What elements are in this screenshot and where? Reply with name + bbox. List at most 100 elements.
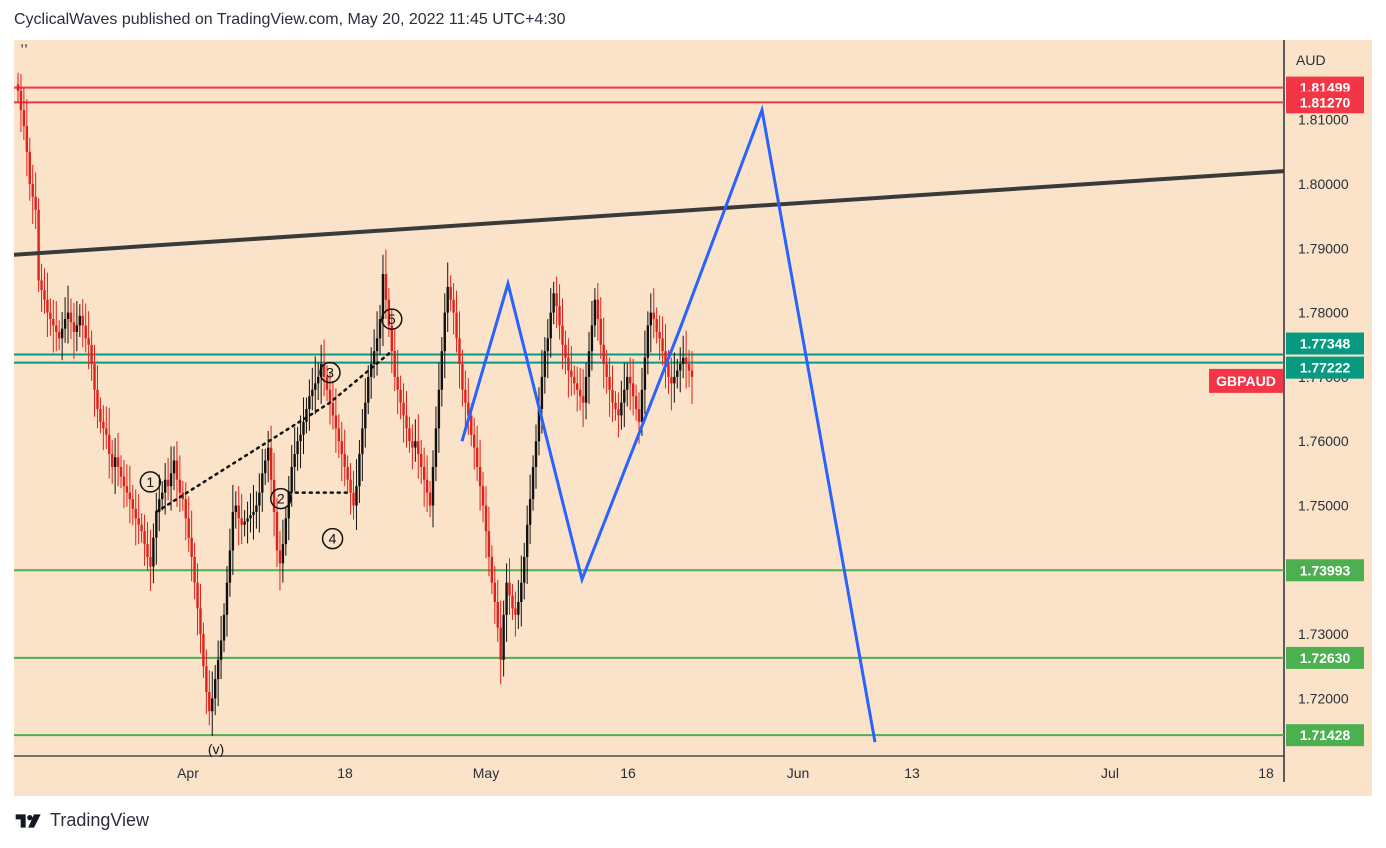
candle-body-62 <box>199 608 202 635</box>
resistance-trendline <box>13 169 1285 257</box>
candle-body-67 <box>213 679 217 699</box>
candle-body-98 <box>305 409 308 422</box>
wave-label-circle-5 <box>381 308 403 330</box>
candle-body-202 <box>611 389 614 403</box>
candle-body-51 <box>166 479 170 487</box>
candle-body-107 <box>331 402 335 416</box>
candle-body-156 <box>475 447 479 467</box>
price-tag-label-3: 1.77222 <box>1300 360 1351 376</box>
candle-body-4 <box>28 151 31 184</box>
candle-body-229 <box>690 370 694 377</box>
candle-body-117 <box>361 428 364 455</box>
candle-body-75 <box>237 505 240 519</box>
tradingview-logo-icon <box>15 813 41 828</box>
candle-body-81 <box>255 505 258 512</box>
candle-body-88 <box>275 511 279 551</box>
wave-label-circle-3 <box>319 361 341 384</box>
candle-body-37 <box>125 486 129 493</box>
candle-body-12 <box>52 319 55 326</box>
candle-body-211 <box>637 409 641 422</box>
candle-body-31 <box>108 434 111 455</box>
candle-body-142 <box>434 428 438 467</box>
candle-body-36 <box>122 476 126 487</box>
candle-body-19 <box>72 322 76 332</box>
candle-body-153 <box>467 402 470 416</box>
candle-body-191 <box>578 389 582 397</box>
price-tag-6 <box>1286 724 1364 747</box>
candle-body-100 <box>311 389 314 397</box>
wave-label-circle-1 <box>139 471 162 493</box>
candle-body-97 <box>302 421 305 435</box>
candle-body-193 <box>584 376 588 403</box>
candle-body-147 <box>449 286 452 300</box>
candle-body-168 <box>511 595 514 609</box>
x-tick-7: 18 <box>1258 765 1274 781</box>
candle-body-38 <box>128 492 132 500</box>
candle-body-139 <box>425 479 429 493</box>
candle-body-123 <box>378 319 382 339</box>
candle-body-109 <box>337 428 341 442</box>
candle-body-195 <box>590 325 594 352</box>
chart-background <box>14 40 1372 796</box>
candle-body-207 <box>626 376 629 390</box>
candle-body-41 <box>137 518 140 525</box>
candle-body-134 <box>411 441 414 448</box>
price-tag-1 <box>1286 91 1364 114</box>
candle-body-210 <box>634 396 638 410</box>
candle-body-136 <box>417 441 420 455</box>
candle-body-82 <box>258 492 261 506</box>
publication-header: CyclicalWaves published on TradingView.c… <box>14 11 566 28</box>
candle-body-93 <box>290 466 293 493</box>
candle-body-90 <box>281 544 285 564</box>
candle-body-204 <box>617 409 620 416</box>
wave-v-label: (v) <box>208 741 224 757</box>
candle-body-223 <box>673 376 676 384</box>
candle-body-78 <box>246 518 249 522</box>
x-tick-4: Jun <box>787 765 810 781</box>
candle-body-218 <box>658 331 661 339</box>
candle-body-131 <box>402 402 405 416</box>
candle-body-144 <box>440 351 444 390</box>
candle-body-194 <box>587 351 591 377</box>
candle-body-77 <box>243 521 246 525</box>
candle-body-8 <box>40 280 43 291</box>
candle-body-55 <box>178 479 182 493</box>
candle-body-7 <box>37 209 40 281</box>
candle-body-103 <box>319 364 323 377</box>
candle-body-61 <box>196 582 199 609</box>
time-axis[interactable]: Apr 18 May 16 Jun 13 Jul 18 <box>177 765 1274 781</box>
x-tick-5: 13 <box>904 765 920 781</box>
price-tag-label-1: 1.81270 <box>1300 94 1351 110</box>
candle-body-219 <box>661 338 664 352</box>
candle-body-203 <box>614 402 617 410</box>
candle-body-143 <box>437 389 441 429</box>
candle-body-66 <box>211 698 214 712</box>
candle-body-121 <box>372 351 376 365</box>
candle-body-151 <box>461 364 464 390</box>
candle-body-79 <box>249 515 252 519</box>
candle-body-125 <box>384 274 388 300</box>
candle-body-0 <box>16 84 20 91</box>
candle-body-68 <box>216 659 220 680</box>
candle-body-84 <box>264 460 267 474</box>
candle-body-25 <box>90 344 93 365</box>
price-chart[interactable]: 1 2 3 4 5 (v),, AUD 1.72000 1.73000 1.75000 1.760… <box>0 0 1386 800</box>
candle-body-35 <box>119 466 123 477</box>
candle-body-83 <box>261 473 264 493</box>
candle-body-23 <box>84 325 87 339</box>
elliott-wave-layer: 1 2 3 4 5 (v),, <box>20 33 403 757</box>
candle-body-199 <box>602 344 605 365</box>
candle-body-160 <box>487 531 491 557</box>
candle-body-192 <box>581 396 585 403</box>
wave-label-1: 1 <box>146 474 154 490</box>
candle-body-18 <box>69 312 73 323</box>
candle-body-221 <box>667 364 670 377</box>
candle-body-110 <box>340 441 343 455</box>
candle-body-132 <box>405 415 408 429</box>
candle-body-21 <box>78 315 82 326</box>
candle-body-87 <box>272 479 276 512</box>
wave-label-2: 2 <box>277 491 285 507</box>
candle-body-226 <box>681 357 685 365</box>
candle-body-34 <box>116 457 120 467</box>
candle-body-216 <box>652 312 655 320</box>
